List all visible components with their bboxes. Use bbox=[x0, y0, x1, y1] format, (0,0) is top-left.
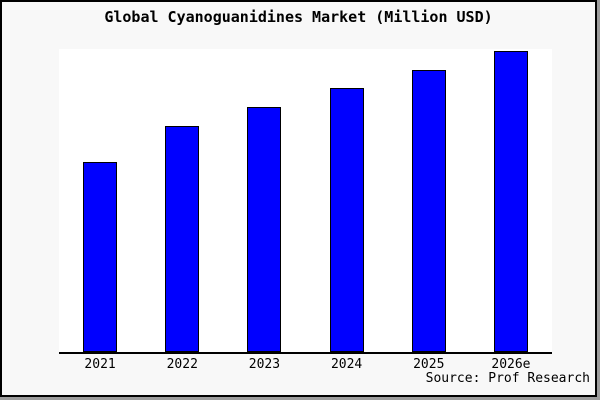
source-credit: Source: Prof Research bbox=[425, 371, 590, 386]
bar-2023 bbox=[247, 106, 282, 352]
bar-2022 bbox=[165, 125, 200, 352]
bar-slot-2023 bbox=[223, 106, 305, 352]
x-tick-label-2022: 2022 bbox=[166, 357, 198, 372]
bar-slot-2024 bbox=[306, 87, 388, 352]
x-tick-label-2025: 2025 bbox=[413, 357, 445, 372]
bar-2024 bbox=[329, 87, 364, 352]
x-tick-label-2024: 2024 bbox=[330, 357, 363, 372]
bar-slot-2021 bbox=[59, 162, 141, 352]
plot-area bbox=[59, 49, 552, 354]
x-tick-label-2026e: 2026e bbox=[491, 357, 531, 372]
x-tick-label-2023: 2023 bbox=[248, 357, 281, 372]
bar-slot-2025 bbox=[388, 69, 470, 352]
bar-2025 bbox=[411, 69, 446, 352]
bar-slot-2026e bbox=[470, 50, 552, 352]
bar-2021 bbox=[83, 162, 118, 352]
chart-title: Global Cyanoguanidines Market (Million U… bbox=[104, 8, 493, 26]
x-tick-label-2021: 2021 bbox=[84, 357, 116, 372]
bar-slot-2022 bbox=[141, 125, 223, 352]
x-axis-labels: 2021 2022 2023 2024 2025 2026e bbox=[59, 357, 552, 372]
bar-2026e bbox=[493, 50, 528, 352]
